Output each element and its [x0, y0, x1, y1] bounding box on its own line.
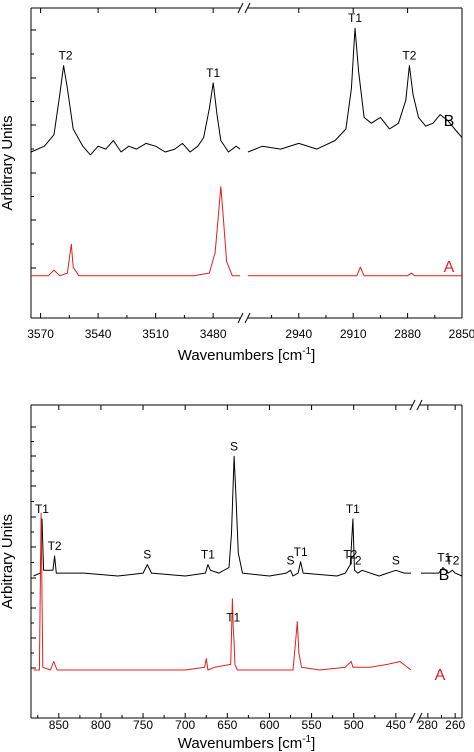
series-B [33, 455, 463, 577]
x-axis-label-sup: -1 [302, 734, 311, 745]
y-axis-label: Arbitrary Units [0, 115, 16, 210]
series-label-A: A [444, 259, 455, 276]
series-A [33, 512, 412, 671]
top-spectrum-panel: 3570 3540 3510 3480 2940 2910 2880 2850 T2 T1 T1 T2… [0, 2, 474, 364]
x-tick-label: 280 [418, 718, 438, 732]
axis-break-slash [237, 2, 244, 14]
peak-annotation: T2 [343, 548, 357, 562]
x-axis-label-end: ] [311, 347, 315, 364]
x-tick-label: 3570 [27, 327, 54, 341]
series-B-line [30, 65, 241, 156]
axis-break-slash [409, 399, 416, 411]
axis-break-slash [244, 312, 251, 324]
series-B-line [421, 567, 463, 577]
plot-frame [30, 2, 463, 324]
peak-annotation: T2 [445, 553, 459, 567]
peak-annotation: T1 [348, 11, 362, 25]
x-tick-label: 750 [133, 718, 153, 732]
x-axis-label: Wavenumbers [cm-1] [178, 734, 316, 752]
plot-frame [30, 399, 463, 724]
x-tick-label: 2880 [394, 327, 421, 341]
peak-annotation: S [392, 553, 400, 567]
x-tick-label: 550 [302, 718, 322, 732]
peak-annotation: T1 [437, 550, 451, 564]
x-tick-label: 2940 [285, 327, 312, 341]
axis-break-top [237, 2, 251, 14]
y-axis-label: Arbitrary Units [0, 514, 16, 609]
axis-break-slash [409, 712, 416, 724]
x-tick-label: 3510 [142, 327, 169, 341]
x-tick-label: 700 [175, 718, 195, 732]
peak-annotation: T2 [348, 553, 362, 567]
peak-annotation: T2 [59, 49, 73, 63]
x-axis-label-end: ] [311, 735, 315, 752]
series-A [31, 186, 462, 277]
axis-break-bottom [237, 312, 251, 324]
x-tick-label: 3540 [85, 327, 112, 341]
series-B-line [33, 455, 411, 577]
axis-break-slash [237, 312, 244, 324]
axis-break-slash [416, 712, 423, 724]
series-B [30, 27, 463, 156]
x-tick-label: 800 [91, 718, 111, 732]
peak-annotation: T1 [346, 502, 360, 516]
axis-break-slash [416, 399, 423, 411]
series-A-line [31, 186, 240, 277]
axis-break-gap [240, 3, 248, 13]
x-tick-label: 3480 [200, 327, 227, 341]
peak-annotation: T1 [35, 502, 49, 516]
x-tick-label: 260 [445, 718, 465, 732]
series-A-line [33, 512, 412, 671]
series-label-B: B [444, 113, 455, 130]
peak-annotation: T1 [294, 545, 308, 559]
x-tick-label: 2850 [449, 327, 474, 341]
series-label-A: A [435, 667, 446, 684]
series-label-B: B [439, 567, 450, 584]
x-tick-label: 600 [259, 718, 279, 732]
axis-break-gap [412, 713, 420, 723]
x-tick-label: 450 [386, 718, 406, 732]
peak-annotation: T2 [48, 539, 62, 553]
x-tick-label: 650 [217, 718, 237, 732]
peak-annotation: T1 [226, 610, 240, 624]
x-axis-label-main: Wavenumbers [cm [178, 735, 302, 752]
axis-break-gap [412, 400, 420, 410]
peak-annotation: T2 [402, 49, 416, 63]
x-tick-label: 500 [344, 718, 364, 732]
axis-break-bottom [409, 712, 423, 724]
series-B-line [247, 27, 463, 153]
axis-break-gap [240, 313, 248, 323]
peak-annotation: S [230, 439, 238, 453]
peak-annotation: T1 [201, 548, 215, 562]
axis-break-slash [244, 2, 251, 14]
peak-annotation: S [287, 553, 295, 567]
axis-break-top [409, 399, 423, 411]
series-A-line [248, 266, 462, 277]
x-axis-label: Wavenumbers [cm-1] [178, 346, 316, 364]
x-tick-label: 850 [49, 718, 69, 732]
x-axis-label-sup: -1 [302, 346, 311, 357]
peak-annotation: S [143, 548, 151, 562]
peak-annotation: T1 [206, 66, 220, 80]
x-tick-label: 2910 [340, 327, 367, 341]
x-axis-label-main: Wavenumbers [cm [178, 347, 302, 364]
